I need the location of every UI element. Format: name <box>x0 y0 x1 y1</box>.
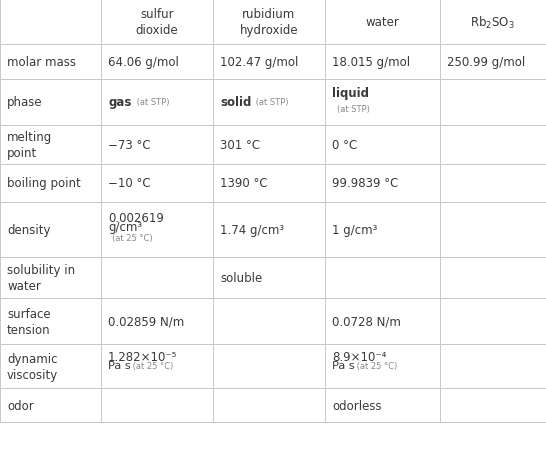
Text: rubidium
hydroxide: rubidium hydroxide <box>240 8 298 37</box>
Bar <box>0 299 101 345</box>
Text: density: density <box>7 224 51 236</box>
Bar <box>440 125 546 164</box>
Bar <box>0 45 101 79</box>
Bar <box>213 345 325 388</box>
Bar <box>440 388 546 422</box>
Bar <box>101 79 213 125</box>
Bar <box>440 79 546 125</box>
Bar <box>213 299 325 345</box>
Bar <box>0 202 101 257</box>
Bar <box>213 125 325 164</box>
Bar <box>440 345 546 388</box>
Text: melting
point: melting point <box>7 130 52 159</box>
Bar <box>440 257 546 299</box>
Text: phase: phase <box>7 96 43 109</box>
Text: solid: solid <box>220 96 251 109</box>
Text: soluble: soluble <box>220 272 262 285</box>
Text: (at STP): (at STP) <box>134 98 170 107</box>
Text: Pa s: Pa s <box>108 361 131 370</box>
Text: 1 g/cm³: 1 g/cm³ <box>332 224 377 236</box>
Bar <box>0 0 101 45</box>
Bar <box>0 125 101 164</box>
Text: 0.02859 N/m: 0.02859 N/m <box>108 315 185 328</box>
Text: gas: gas <box>108 96 132 109</box>
Text: liquid: liquid <box>332 87 369 100</box>
Bar <box>325 164 440 202</box>
Bar <box>213 164 325 202</box>
Bar <box>440 164 546 202</box>
Text: molar mass: molar mass <box>7 56 76 69</box>
Text: water: water <box>365 16 399 29</box>
Bar <box>325 345 440 388</box>
Text: (at 25 °C): (at 25 °C) <box>130 361 173 370</box>
Text: 102.47 g/mol: 102.47 g/mol <box>220 56 299 69</box>
Bar <box>440 0 546 45</box>
Bar <box>325 0 440 45</box>
Text: 1390 °C: 1390 °C <box>220 177 268 190</box>
Text: g/cm³: g/cm³ <box>108 220 142 233</box>
Text: odor: odor <box>7 399 34 412</box>
Bar <box>101 125 213 164</box>
Text: surface
tension: surface tension <box>7 307 51 336</box>
Text: Rb$_2$SO$_3$: Rb$_2$SO$_3$ <box>471 14 515 30</box>
Bar <box>101 164 213 202</box>
Bar <box>325 202 440 257</box>
Bar <box>101 388 213 422</box>
Bar <box>213 0 325 45</box>
Bar <box>213 45 325 79</box>
Text: −73 °C: −73 °C <box>108 138 151 151</box>
Bar <box>213 257 325 299</box>
Bar <box>0 345 101 388</box>
Text: (at 25 °C): (at 25 °C) <box>112 233 153 242</box>
Text: 8.9×10⁻⁴: 8.9×10⁻⁴ <box>332 350 387 363</box>
Bar <box>325 125 440 164</box>
Text: 64.06 g/mol: 64.06 g/mol <box>108 56 179 69</box>
Text: solubility in
water: solubility in water <box>7 263 75 293</box>
Text: dynamic
viscosity: dynamic viscosity <box>7 352 58 381</box>
Text: 0.0728 N/m: 0.0728 N/m <box>332 315 401 328</box>
Text: 1.282×10⁻⁵: 1.282×10⁻⁵ <box>108 350 177 363</box>
Bar <box>325 257 440 299</box>
Bar <box>440 45 546 79</box>
Bar <box>440 202 546 257</box>
Bar <box>213 202 325 257</box>
Text: (at STP): (at STP) <box>337 105 370 114</box>
Bar <box>213 388 325 422</box>
Text: 1.74 g/cm³: 1.74 g/cm³ <box>220 224 284 236</box>
Text: (at STP): (at STP) <box>253 98 288 107</box>
Bar <box>101 345 213 388</box>
Text: 250.99 g/mol: 250.99 g/mol <box>447 56 525 69</box>
Text: 301 °C: 301 °C <box>220 138 260 151</box>
Bar <box>213 79 325 125</box>
Text: odorless: odorless <box>332 399 382 412</box>
Bar <box>325 79 440 125</box>
Text: 0 °C: 0 °C <box>332 138 357 151</box>
Bar <box>440 299 546 345</box>
Bar <box>101 202 213 257</box>
Text: 0.002619: 0.002619 <box>108 211 164 224</box>
Bar <box>101 299 213 345</box>
Text: −10 °C: −10 °C <box>108 177 151 190</box>
Bar <box>0 388 101 422</box>
Bar <box>325 45 440 79</box>
Bar <box>101 0 213 45</box>
Text: 18.015 g/mol: 18.015 g/mol <box>332 56 410 69</box>
Bar <box>0 79 101 125</box>
Bar <box>101 45 213 79</box>
Text: 99.9839 °C: 99.9839 °C <box>332 177 399 190</box>
Bar <box>101 257 213 299</box>
Bar <box>325 299 440 345</box>
Text: (at 25 °C): (at 25 °C) <box>354 361 397 370</box>
Text: Pa s: Pa s <box>332 361 355 370</box>
Text: sulfur
dioxide: sulfur dioxide <box>135 8 179 37</box>
Bar <box>0 164 101 202</box>
Bar <box>325 388 440 422</box>
Text: boiling point: boiling point <box>7 177 81 190</box>
Bar <box>0 257 101 299</box>
